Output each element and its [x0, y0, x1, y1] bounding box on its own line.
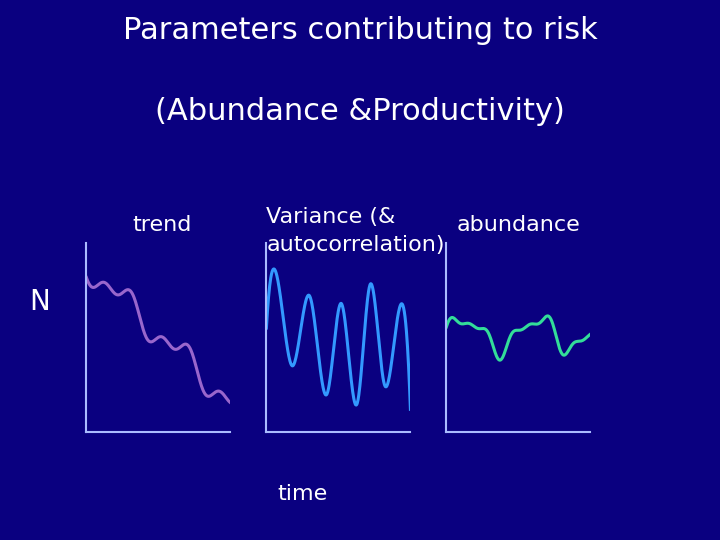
Text: N: N [30, 288, 50, 316]
Text: time: time [277, 484, 328, 504]
Text: autocorrelation): autocorrelation) [266, 235, 445, 255]
Text: Parameters contributing to risk: Parameters contributing to risk [122, 16, 598, 45]
Text: trend: trend [132, 215, 192, 235]
Text: abundance: abundance [456, 215, 580, 235]
Text: Variance (&: Variance (& [266, 207, 396, 227]
Text: (Abundance &Productivity): (Abundance &Productivity) [155, 97, 565, 126]
